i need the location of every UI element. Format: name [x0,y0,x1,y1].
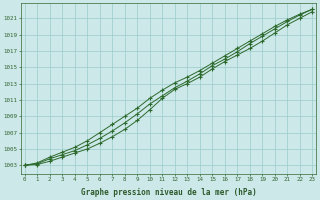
X-axis label: Graphe pression niveau de la mer (hPa): Graphe pression niveau de la mer (hPa) [81,188,256,197]
